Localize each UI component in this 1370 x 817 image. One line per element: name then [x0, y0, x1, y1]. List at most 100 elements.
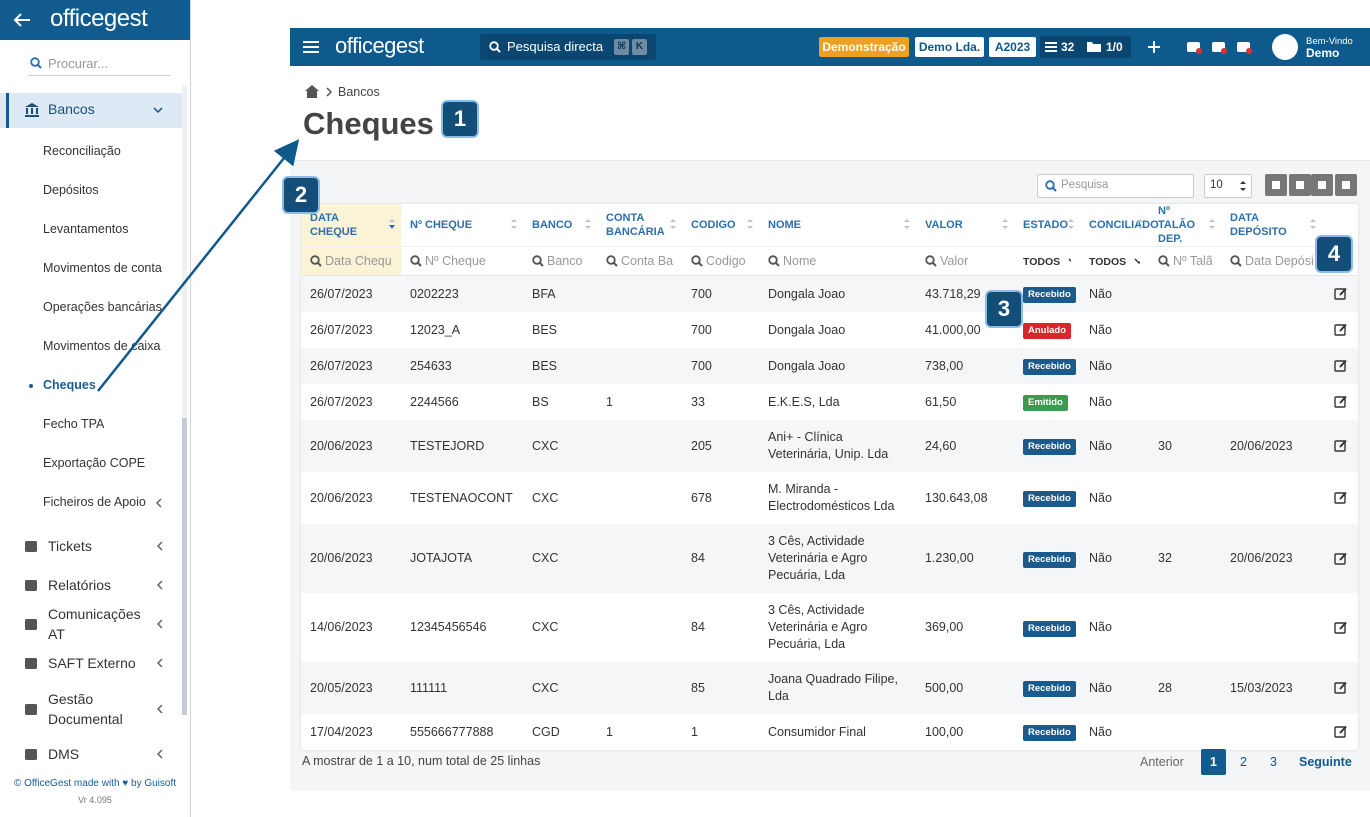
- search-icon: [1230, 255, 1242, 267]
- column-header[interactable]: Nº TALÃO DEP.: [1149, 204, 1221, 247]
- cell-text: 20/05/2023: [310, 680, 373, 695]
- cell: Não: [1080, 714, 1149, 750]
- submenu-item[interactable]: Exportação COPE: [43, 456, 146, 470]
- pagination-page[interactable]: 1: [1201, 749, 1226, 775]
- filter-input[interactable]: Data Cheque: [310, 253, 392, 269]
- export-button[interactable]: [1335, 174, 1357, 196]
- filter-input[interactable]: Nome: [768, 253, 907, 269]
- pagination-next[interactable]: Seguinte: [1299, 755, 1352, 769]
- counters[interactable]: 32 1/0: [1040, 36, 1131, 58]
- pagination-page[interactable]: 2: [1240, 755, 1247, 769]
- submenu-item[interactable]: Cheques: [43, 378, 96, 392]
- cell: Ani+ - Clínica Veterinária, Unip. Lda: [759, 420, 916, 472]
- column-header[interactable]: BANCO: [523, 204, 597, 247]
- cell: 700: [682, 276, 759, 313]
- cell: [1149, 593, 1221, 662]
- filter-placeholder: Codigo: [706, 254, 746, 268]
- badge[interactable]: Demonstração: [819, 37, 909, 57]
- column-header[interactable]: Nº CHEQUE: [401, 204, 523, 247]
- search-underline: [28, 75, 170, 76]
- menu-item[interactable]: SAFT Externo: [48, 655, 136, 671]
- export-button[interactable]: [1265, 174, 1287, 196]
- breadcrumb[interactable]: Bancos: [338, 85, 380, 99]
- filter-input[interactable]: Banco: [532, 253, 588, 269]
- export-button[interactable]: [1289, 174, 1311, 196]
- submenu-item[interactable]: Movimentos de caixa: [43, 339, 161, 353]
- page-size[interactable]: 10: [1204, 174, 1252, 198]
- submenu-item[interactable]: Ficheiros de Apoio: [43, 495, 146, 509]
- submenu-item[interactable]: Fecho TPA: [43, 417, 105, 431]
- sidebar-search[interactable]: Procurar...: [48, 56, 108, 71]
- pagination-previous[interactable]: Anterior: [1140, 755, 1184, 769]
- menu-item[interactable]: Gestão Documental: [48, 691, 123, 727]
- table-search[interactable]: Pesquisa: [1037, 174, 1194, 198]
- menu-item[interactable]: Tickets: [48, 538, 92, 554]
- column-header[interactable]: CONCILIADO: [1080, 204, 1159, 247]
- cell-text: Não: [1089, 286, 1112, 301]
- filter-input[interactable]: Codigo: [691, 253, 750, 269]
- submenu-item[interactable]: Depósitos: [43, 183, 99, 197]
- export-button[interactable]: [1311, 174, 1333, 196]
- cell: [1221, 384, 1322, 420]
- filter-input[interactable]: Valor: [925, 253, 1005, 269]
- filter-input[interactable]: Nº Cheque: [410, 253, 514, 269]
- table-card: DATA CHEQUE Nº CHEQUE BANCO CONTA BANCÁRIA C…: [301, 204, 1358, 750]
- edit-icon[interactable]: [1334, 287, 1347, 300]
- filter-input[interactable]: Conta Bancária: [606, 253, 673, 269]
- filter-input[interactable]: TODOS: [1023, 253, 1071, 269]
- cell: 12023_A: [401, 312, 523, 348]
- cell: Recebido: [1014, 593, 1080, 662]
- menu-item[interactable]: Relatórios: [48, 577, 112, 593]
- edit-icon[interactable]: [1334, 395, 1347, 408]
- cell: 1: [682, 714, 759, 750]
- cell-text: BES: [532, 358, 558, 373]
- edit-icon[interactable]: [1334, 552, 1347, 565]
- menu-item[interactable]: Bancos: [48, 101, 95, 117]
- table-head: DATA CHEQUE Nº CHEQUE BANCO CONTA BANCÁRIA C…: [301, 204, 1358, 276]
- submenu-item[interactable]: Movimentos de conta: [43, 261, 162, 275]
- filter-placeholder: Conta Bancária: [621, 254, 673, 268]
- search-icon: [1045, 180, 1057, 192]
- cell-text: Não: [1089, 551, 1112, 565]
- badge[interactable]: A2023: [989, 37, 1036, 57]
- column-header[interactable]: CODIGO: [682, 204, 759, 247]
- column-header[interactable]: ESTADO: [1014, 204, 1080, 247]
- column-header[interactable]: CONTA BANCÁRIA: [597, 204, 682, 247]
- menu-item[interactable]: Comunicações AT: [48, 606, 141, 642]
- edit-icon[interactable]: [1334, 439, 1347, 452]
- cell-text: Dongala Joao: [768, 358, 846, 373]
- cell: 61,50: [916, 384, 1014, 420]
- cell: Recebido: [1014, 524, 1080, 593]
- column-header[interactable]: DATA DEPÓSITO: [1221, 204, 1322, 247]
- cell-text: CXC: [532, 490, 559, 505]
- column-header[interactable]: NOME: [759, 204, 916, 247]
- badge[interactable]: Demo Lda.: [915, 37, 984, 57]
- user-name[interactable]: Demo: [1306, 46, 1340, 60]
- search-icon: [30, 57, 42, 69]
- filter-input[interactable]: Nº Talão: [1158, 253, 1212, 269]
- table-row: 26/07/2023 2244566 BS 1 33 E.K.E.S, Lda 61,50 E…: [301, 384, 1358, 420]
- column-header[interactable]: VALOR: [916, 204, 1014, 247]
- chevron-left: [156, 658, 163, 668]
- edit-icon[interactable]: [1334, 681, 1347, 694]
- chevron-down: [1068, 258, 1071, 263]
- edit-icon[interactable]: [1334, 491, 1347, 504]
- greeting: Bem-Vindo: [1306, 36, 1353, 47]
- submenu-item[interactable]: Levantamentos: [43, 222, 129, 236]
- filter-input[interactable]: TODOS: [1089, 253, 1140, 269]
- submenu-item[interactable]: Operações bancárias: [43, 300, 162, 314]
- submenu-item[interactable]: Reconciliação: [43, 144, 121, 158]
- edit-icon[interactable]: [1334, 621, 1347, 634]
- topbar-search[interactable]: Pesquisa directa ⌘ K: [480, 34, 656, 60]
- menu-item[interactable]: DMS: [48, 746, 80, 762]
- cell: Consumidor Final: [759, 714, 916, 750]
- content-area: Pesquisa 10 DATA CHEQUE Nº CHEQUE BANCO CONTA…: [290, 160, 1370, 791]
- edit-icon[interactable]: [1334, 323, 1347, 336]
- pagination-page[interactable]: 3: [1270, 755, 1277, 769]
- edit-icon[interactable]: [1334, 725, 1347, 738]
- cell-text: CXC: [532, 551, 559, 565]
- cell: 17/04/2023: [301, 714, 401, 750]
- filter-input[interactable]: Data Depósito: [1230, 253, 1313, 269]
- edit-icon[interactable]: [1334, 359, 1347, 372]
- menu-toggle: [303, 41, 319, 53]
